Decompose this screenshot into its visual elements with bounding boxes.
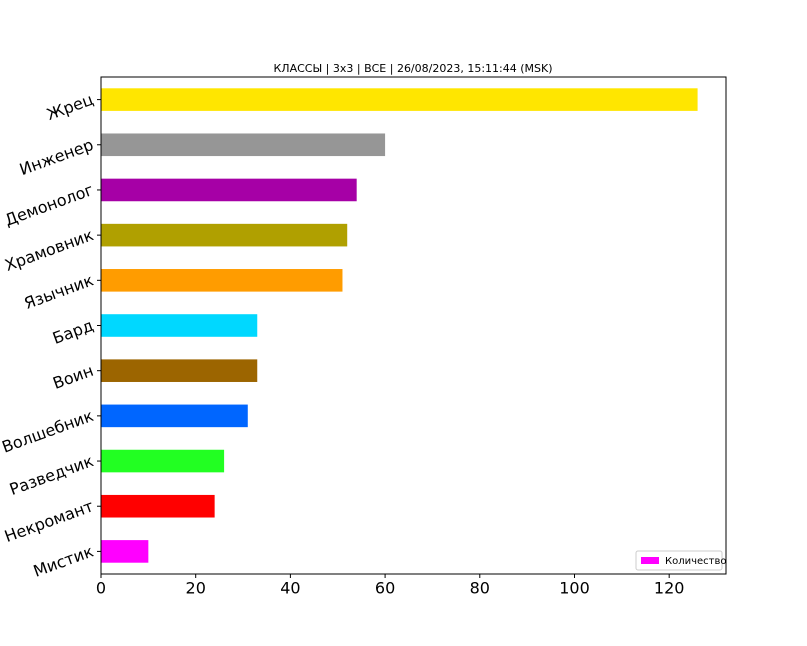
y-tick-label: Воин <box>50 361 96 393</box>
bar <box>101 449 225 473</box>
y-tick-label: Инженер <box>17 135 96 179</box>
bar <box>101 359 258 382</box>
plot-frame <box>100 76 727 575</box>
bar <box>101 88 698 111</box>
x-tick-label: 80 <box>470 579 490 598</box>
y-tick-label: Разведчик <box>7 451 96 499</box>
y-tick-label: Язычник <box>22 270 97 313</box>
legend-label: Количество <box>665 556 727 567</box>
y-tick-label: Бард <box>50 316 96 348</box>
x-tick-label: 20 <box>186 579 206 598</box>
y-tick-label: Жрец <box>44 90 96 124</box>
bar <box>101 223 348 247</box>
bar <box>101 540 149 563</box>
x-tick-label: 120 <box>654 579 685 598</box>
x-tick-label: 60 <box>375 579 395 598</box>
y-tick-label: Некромант <box>2 496 96 546</box>
x-tick-label: 0 <box>96 579 106 598</box>
y-tick-label: Мистик <box>31 541 96 580</box>
bar <box>101 269 343 292</box>
legend-swatch <box>641 557 659 564</box>
bar <box>101 404 248 428</box>
chart-title: КЛАССЫ | 3x3 | ВСЕ | 26/08/2023, 15:11:4… <box>273 62 552 75</box>
bar <box>101 314 258 337</box>
legend-box <box>635 550 723 571</box>
bar <box>101 494 215 518</box>
bar <box>101 178 357 202</box>
y-tick-label: Демонолог <box>2 180 96 230</box>
y-tick-label: Волшебник <box>0 406 96 457</box>
y-tick-label: Храмовник <box>2 225 96 275</box>
x-tick-label: 40 <box>280 579 300 598</box>
bar <box>101 133 386 157</box>
x-tick-label: 100 <box>559 579 590 598</box>
